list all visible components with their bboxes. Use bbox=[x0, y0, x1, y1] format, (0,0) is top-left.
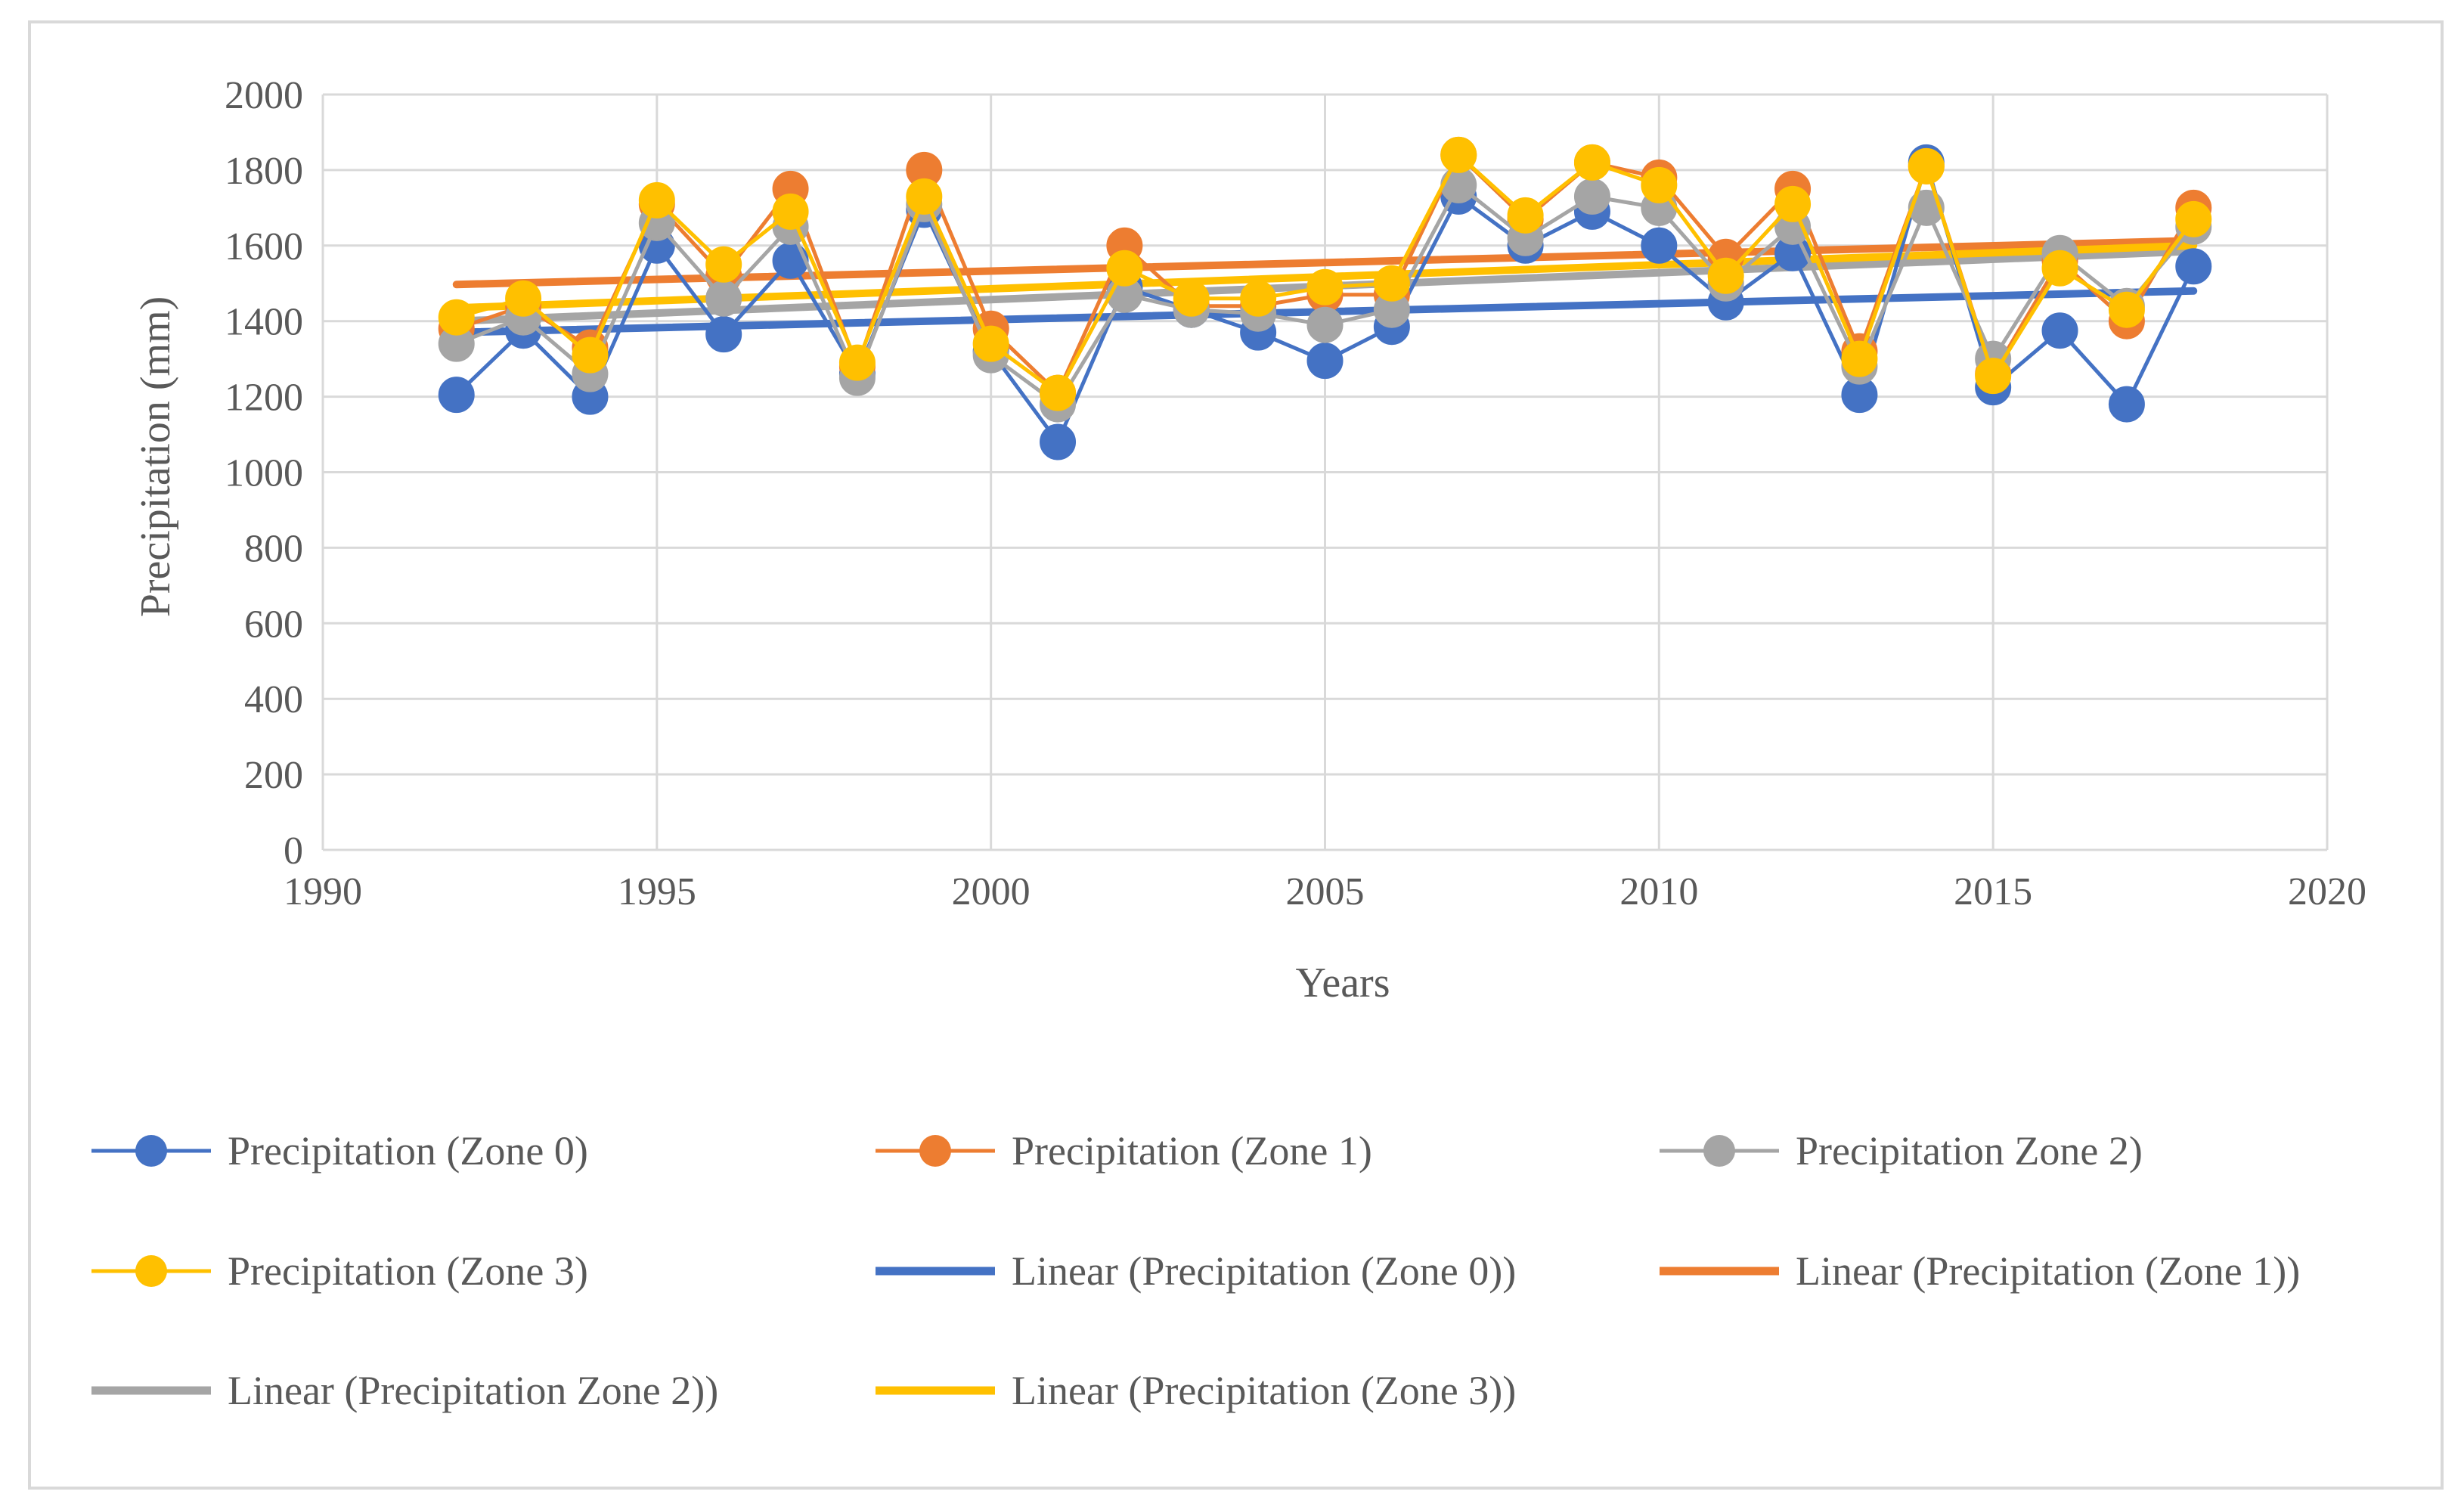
legend-label: Linear (Precipitation (Zone 3)) bbox=[1012, 1368, 1516, 1413]
data-point-zone-3 bbox=[438, 299, 475, 336]
legend-label: Linear (Precipitation (Zone 0)) bbox=[1012, 1248, 1516, 1294]
y-tick-label: 1600 bbox=[225, 225, 303, 268]
chart-frame: 1990 1995 2000 2005 2010 2015 2020 0 200 400 600 8… bbox=[28, 20, 2444, 1490]
data-point-zone-3 bbox=[1106, 250, 1143, 287]
legend-item-0: Precipitation (Zone 0) bbox=[91, 1128, 588, 1174]
data-point-zone-0 bbox=[2041, 312, 2078, 349]
data-point-zone-0 bbox=[1040, 423, 1077, 460]
legend-label: Precipitation (Zone 0) bbox=[228, 1128, 588, 1174]
data-point-zone-0 bbox=[705, 316, 742, 353]
data-point-zone-0 bbox=[2108, 386, 2145, 423]
y-tick-labels: 0 200 400 600 800 1000 1200 1400 1600 1800 2000 bbox=[225, 74, 303, 873]
data-point-zone-3 bbox=[1641, 166, 1678, 203]
data-point-zone-3 bbox=[838, 344, 876, 381]
x-axis-label: Years bbox=[1296, 960, 1390, 1006]
data-point-zone-3 bbox=[1707, 257, 1744, 294]
legend-swatch-marker bbox=[135, 1255, 167, 1287]
data-point-zone-3 bbox=[2108, 291, 2145, 328]
data-point-zone-3 bbox=[1440, 136, 1477, 173]
data-point-zone-0 bbox=[772, 242, 809, 279]
y-tick-label: 2000 bbox=[225, 74, 303, 117]
legend-label: Precipitation Zone 2) bbox=[1796, 1128, 2143, 1174]
y-tick-label: 200 bbox=[244, 754, 303, 797]
legend-label: Linear (Precipitation Zone 2)) bbox=[228, 1368, 718, 1413]
x-tick-label: 2000 bbox=[952, 870, 1031, 913]
data-point-zone-3 bbox=[972, 325, 1009, 362]
data-point-zone-3 bbox=[1373, 265, 1410, 302]
y-tick-label: 800 bbox=[244, 527, 303, 570]
data-point-zone-3 bbox=[1173, 280, 1210, 317]
x-tick-label: 1995 bbox=[618, 870, 696, 913]
data-point-zone-3 bbox=[572, 336, 609, 374]
data-point-zone-2 bbox=[705, 280, 742, 317]
line-chart: 1990 1995 2000 2005 2010 2015 2020 0 200 400 600 8… bbox=[91, 74, 2366, 1413]
data-point-zone-0 bbox=[2175, 248, 2212, 285]
data-point-zone-3 bbox=[1040, 374, 1077, 411]
data-point-zone-3 bbox=[1774, 185, 1812, 222]
data-point-zone-3 bbox=[906, 178, 943, 215]
data-point-zone-3 bbox=[772, 193, 809, 230]
data-point-zone-3 bbox=[638, 181, 675, 219]
legend-swatch-marker bbox=[919, 1135, 951, 1167]
legend-item-6: Linear (Precipitation Zone 2)) bbox=[91, 1368, 718, 1413]
data-point-zone-3 bbox=[1573, 144, 1610, 181]
data-point-zone-3 bbox=[705, 246, 742, 283]
y-tick-label: 400 bbox=[244, 678, 303, 721]
legend-swatch-marker bbox=[1703, 1135, 1735, 1167]
data-point-zone-3 bbox=[1975, 358, 2012, 395]
legend-item-5: Linear (Precipitation (Zone 1)) bbox=[1660, 1248, 2300, 1294]
gridlines bbox=[323, 93, 2329, 850]
legend-swatch-marker bbox=[135, 1135, 167, 1167]
y-tick-label: 1000 bbox=[225, 452, 303, 495]
x-tick-label: 2010 bbox=[1619, 870, 1698, 913]
data-point-zone-0 bbox=[438, 377, 475, 414]
data-point-zone-3 bbox=[1240, 280, 1277, 317]
data-point-zone-3 bbox=[505, 280, 542, 317]
data-point-zone-3 bbox=[1507, 197, 1544, 234]
legend-item-2: Precipitation Zone 2) bbox=[1660, 1128, 2143, 1174]
x-tick-labels: 1990 1995 2000 2005 2010 2015 2020 bbox=[284, 870, 2366, 913]
x-tick-label: 2015 bbox=[1954, 870, 2032, 913]
legend-item-4: Linear (Precipitation (Zone 0)) bbox=[876, 1248, 1516, 1294]
data-point-zone-3 bbox=[2041, 250, 2078, 287]
x-tick-label: 2005 bbox=[1286, 870, 1365, 913]
data-point-zone-3 bbox=[2175, 200, 2212, 237]
legend: Precipitation (Zone 0) Precipitation (Zon… bbox=[91, 1128, 2300, 1413]
y-tick-label: 1200 bbox=[225, 377, 303, 420]
data-point-zone-2 bbox=[1573, 178, 1610, 215]
y-tick-label: 1400 bbox=[225, 301, 303, 344]
x-tick-label: 1990 bbox=[284, 870, 362, 913]
legend-label: Precipitation (Zone 1) bbox=[1012, 1128, 1372, 1174]
data-point-zone-2 bbox=[1306, 306, 1344, 343]
data-point-zone-0 bbox=[1306, 343, 1344, 380]
legend-item-3: Precipitation (Zone 3) bbox=[91, 1248, 588, 1294]
legend-label: Linear (Precipitation (Zone 1)) bbox=[1796, 1248, 2300, 1294]
data-point-zone-0 bbox=[1641, 227, 1678, 264]
data-point-zone-3 bbox=[1908, 147, 1945, 184]
y-tick-label: 600 bbox=[244, 603, 303, 646]
series-zone-3 bbox=[438, 136, 2212, 411]
data-point-zone-3 bbox=[1841, 340, 1878, 377]
y-tick-label: 0 bbox=[284, 829, 303, 873]
y-axis-label: Precipitation (mm) bbox=[132, 296, 179, 618]
data-point-zone-3 bbox=[1306, 268, 1344, 305]
legend-label: Precipitation (Zone 3) bbox=[228, 1248, 588, 1294]
axes bbox=[321, 95, 2327, 851]
legend-item-1: Precipitation (Zone 1) bbox=[876, 1128, 1372, 1174]
legend-item-7: Linear (Precipitation (Zone 3)) bbox=[876, 1368, 1516, 1413]
x-tick-label: 2020 bbox=[2288, 870, 2366, 913]
y-tick-label: 1800 bbox=[225, 150, 303, 193]
data-series bbox=[438, 136, 2212, 460]
